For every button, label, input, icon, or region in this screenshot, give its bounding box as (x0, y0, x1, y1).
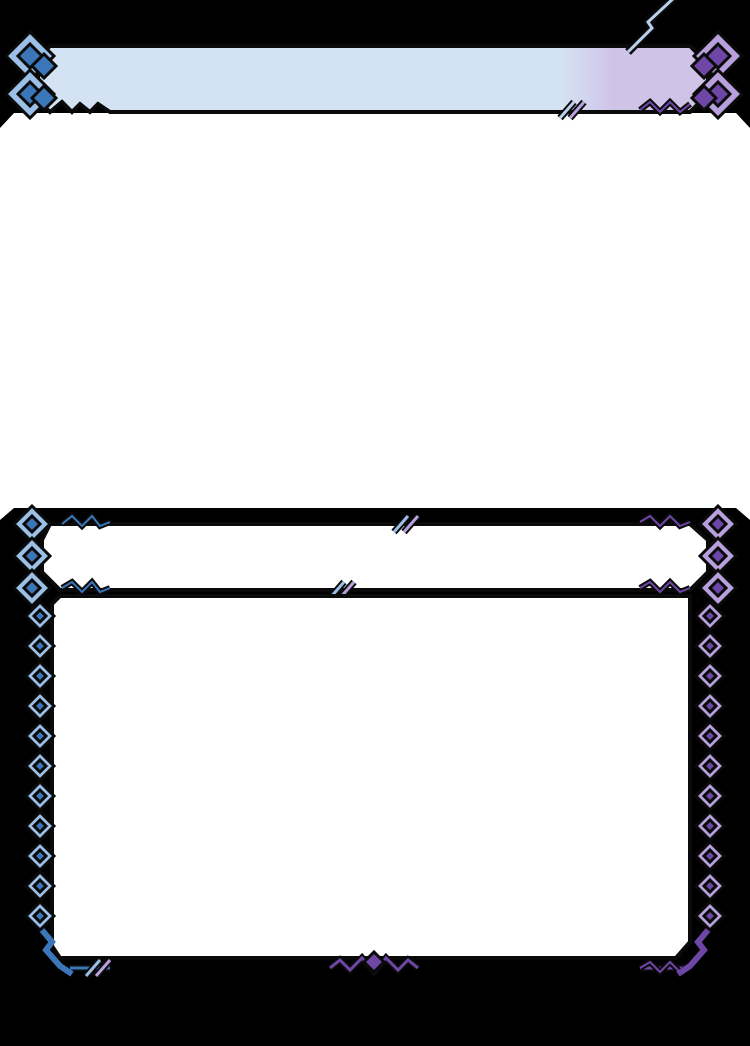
left-top-diamond-inner (21, 513, 43, 535)
left-border-diamond-inner (31, 847, 49, 865)
right-border-diamond-inner (701, 667, 719, 685)
left-low-diamond-inner (21, 577, 43, 599)
right-border-diamond-inner (701, 697, 719, 715)
right-border-diamond-inner (701, 757, 719, 775)
type-bar (40, 511, 710, 601)
right-top-diamond-inner (707, 513, 729, 535)
left-border-tail (39, 928, 74, 977)
right-border-diamond-inner (701, 787, 719, 805)
zigzag-crest-mark (327, 949, 421, 978)
left-border-ornament (11, 503, 74, 977)
left-border-diamond-inner (31, 697, 49, 715)
right-border-diamond-inner (701, 727, 719, 745)
right-border-diamond-inner (701, 817, 719, 835)
right-mid-diamond-inner (707, 545, 729, 567)
right-border-diamond-inner (701, 907, 719, 925)
card-name (70, 58, 630, 98)
left-border-diamond-inner (31, 877, 49, 895)
right-border-diamond-inner (701, 607, 719, 625)
card-type-line (70, 536, 670, 576)
right-border-diamond-inner (701, 847, 719, 865)
card-rules-text (76, 612, 676, 942)
left-mid-diamond-inner (21, 545, 43, 567)
left-border-diamond-inner (31, 727, 49, 745)
right-low-diamond-inner (707, 577, 729, 599)
right-border-tail (676, 928, 711, 977)
title-bar (36, 0, 710, 121)
title-left-ornament (3, 29, 59, 121)
right-border-diamond-inner (701, 877, 719, 895)
left-border-diamond-inner (31, 817, 49, 835)
left-border-diamond-inner (31, 787, 49, 805)
double-slash-mark (557, 99, 587, 121)
right-border-diamond-inner (701, 637, 719, 655)
left-border-diamond-inner (31, 757, 49, 775)
left-border-diamond-inner (31, 667, 49, 685)
art-window (0, 113, 750, 520)
left-border-diamond-inner (31, 907, 49, 925)
right-border-ornament (676, 503, 739, 977)
left-border-diamond-inner (31, 637, 49, 655)
left-border-diamond-inner (31, 607, 49, 625)
title-right-ornament (638, 29, 745, 121)
